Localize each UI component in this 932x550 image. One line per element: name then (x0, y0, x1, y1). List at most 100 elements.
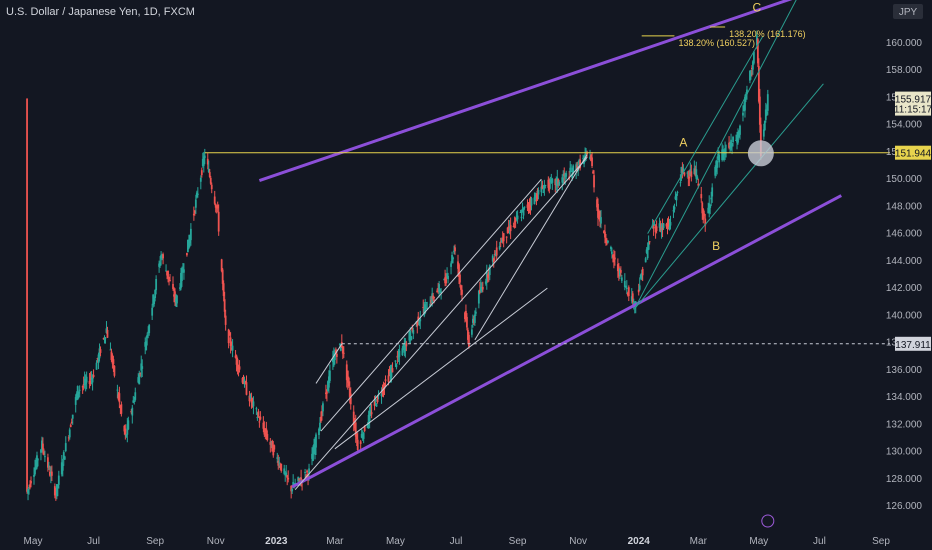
trend-line[interactable] (474, 154, 588, 341)
candle-body (161, 257, 163, 259)
candle-body (42, 443, 44, 450)
candle-body (215, 205, 218, 209)
candle-body (346, 370, 349, 383)
candle-body (523, 206, 526, 208)
y-tick-label: 144.000 (886, 256, 923, 267)
candle-body (271, 440, 274, 452)
candle-body (680, 167, 683, 174)
candle-body (688, 176, 691, 179)
candle-body (97, 354, 100, 364)
candle-body (46, 457, 49, 468)
trend-line[interactable] (315, 343, 343, 384)
candle-body (88, 380, 91, 384)
candle-body (359, 441, 362, 444)
candle-body (244, 382, 247, 384)
candle-body (297, 477, 300, 482)
candle-body (533, 197, 536, 205)
candle-body (530, 198, 533, 206)
candle-body (353, 424, 356, 429)
candle-body (200, 170, 203, 176)
currency-badge[interactable] (893, 4, 923, 19)
candle-body (756, 39, 759, 64)
candle-body (319, 422, 321, 431)
candle-body (69, 424, 72, 428)
candle-body (362, 432, 365, 439)
trend-line[interactable] (294, 157, 588, 490)
price-axis[interactable] (890, 0, 932, 550)
candle-body (444, 277, 446, 284)
candle-body (591, 157, 593, 167)
candle-body (724, 148, 727, 155)
candle-body (569, 167, 572, 173)
candle-body (131, 407, 134, 416)
y-tick-label: 126.000 (886, 501, 923, 512)
candle-body (334, 350, 337, 354)
x-tick-label: Nov (569, 536, 587, 547)
candle-body (238, 366, 241, 370)
candle-body (269, 441, 272, 445)
candle-body (139, 373, 142, 375)
candle-body (220, 259, 223, 272)
candle-body (99, 349, 102, 353)
candle-body (544, 184, 547, 186)
candle-body (173, 294, 175, 297)
candle-body (658, 223, 661, 228)
candle-body (123, 425, 126, 432)
candle-body (630, 296, 633, 302)
candle-body (565, 173, 568, 177)
candle-body (514, 218, 517, 222)
candle-body (668, 226, 671, 229)
channel-upper-line[interactable] (258, 0, 841, 182)
channel-guide-line[interactable] (634, 83, 824, 309)
candle-body (54, 493, 57, 495)
candle-body (744, 96, 746, 111)
candle-body (388, 373, 391, 375)
candle-body (111, 355, 114, 364)
candle-body (333, 353, 336, 361)
candle-body (494, 253, 497, 257)
channel-guide-line[interactable] (647, 35, 764, 234)
candle-body (422, 306, 425, 308)
candle-body (279, 465, 282, 468)
candle-body (495, 247, 498, 256)
candle-body (534, 194, 537, 198)
candle-body (284, 473, 287, 475)
candle-body (551, 178, 554, 183)
candle-body (578, 159, 581, 162)
candle-body (492, 258, 495, 263)
candle-body (519, 212, 522, 214)
channel-guide-line[interactable] (634, 0, 799, 309)
candle-body (75, 393, 78, 398)
candle-body (735, 139, 737, 141)
candle-body (472, 320, 475, 322)
y-tick-label: 150.000 (886, 174, 923, 185)
candle-body (625, 287, 628, 289)
candle-body (751, 67, 753, 70)
candle-body (391, 368, 394, 373)
candle-body (202, 156, 205, 166)
candle-body (645, 249, 648, 253)
candle-body (487, 271, 490, 276)
candle-body (55, 484, 58, 497)
lightning-icon[interactable] (761, 514, 775, 528)
candle-body (116, 389, 119, 391)
candle-body (470, 329, 473, 335)
trend-line[interactable] (334, 287, 548, 450)
candle-body (618, 268, 621, 276)
trend-line[interactable] (320, 178, 542, 432)
candle-body (175, 298, 177, 303)
candle-body (76, 386, 79, 400)
candle-body (721, 149, 724, 160)
x-tick-label: Jul (450, 536, 463, 547)
level-price-tag (895, 336, 931, 351)
candle-body (481, 286, 484, 290)
candle-body (500, 239, 503, 243)
candle-body (679, 182, 682, 184)
candle-body (167, 270, 169, 279)
candle-body (74, 397, 77, 405)
candle-body (430, 299, 433, 304)
highlight-circle[interactable] (747, 140, 774, 167)
candle-body (373, 401, 376, 406)
channel-lower-line[interactable] (291, 194, 842, 489)
